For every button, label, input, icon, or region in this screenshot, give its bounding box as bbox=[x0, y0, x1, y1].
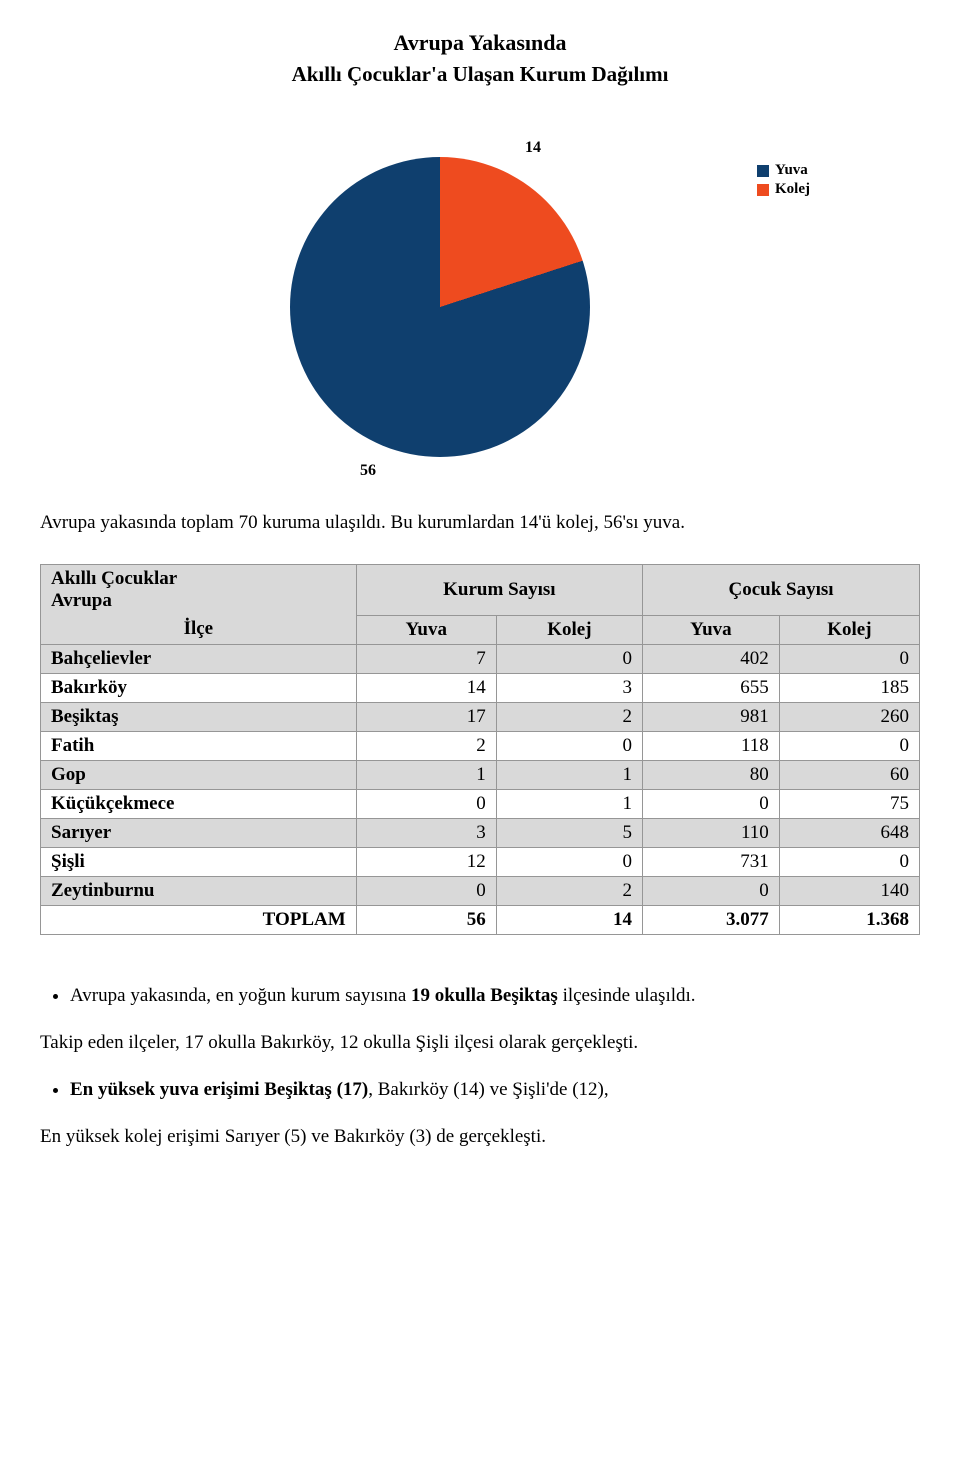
table-total-row: TOPLAM56143.0771.368 bbox=[41, 905, 920, 934]
cell-7-1: 0 bbox=[496, 847, 642, 876]
finding-1-bold: 19 okulla Beşiktaş bbox=[411, 985, 558, 1006]
cell-4-1: 1 bbox=[496, 760, 642, 789]
table-row: Bakırköy143655185 bbox=[41, 673, 920, 702]
cell-5-0: 0 bbox=[356, 789, 496, 818]
cell-6-3: 648 bbox=[779, 818, 919, 847]
findings-list: Avrupa yakasında, en yoğun kurum sayısın… bbox=[40, 985, 920, 1007]
col-group-cocuk: Çocuk Sayısı bbox=[643, 565, 920, 616]
findings-list-2: En yüksek yuva erişimi Beşiktaş (17), Ba… bbox=[40, 1079, 920, 1101]
cell-2-2: 981 bbox=[643, 702, 780, 731]
district-table: Akıllı ÇocuklarAvrupa Kurum SayısıÇocuk S… bbox=[40, 564, 920, 935]
total-cell-0: 56 bbox=[356, 905, 496, 934]
legend-label-yuva: Yuva bbox=[775, 162, 808, 179]
legend-item-yuva: Yuva bbox=[757, 162, 810, 179]
cell-5-1: 1 bbox=[496, 789, 642, 818]
cell-2-0: 17 bbox=[356, 702, 496, 731]
cell-0-2: 402 bbox=[643, 644, 780, 673]
cell-6-0: 3 bbox=[356, 818, 496, 847]
sub-header-0: Yuva bbox=[356, 615, 496, 644]
legend-swatch-kolej bbox=[757, 184, 769, 196]
row-name-8: Zeytinburnu bbox=[41, 876, 357, 905]
finding-2-follow: En yüksek kolej erişimi Sarıyer (5) ve B… bbox=[40, 1126, 920, 1148]
col-ilce: İlçe bbox=[41, 615, 357, 644]
cell-3-3: 0 bbox=[779, 731, 919, 760]
legend-label-kolej: Kolej bbox=[775, 181, 810, 198]
pie-chart-container: 14 56 Yuva Kolej bbox=[130, 107, 830, 487]
cell-5-2: 0 bbox=[643, 789, 780, 818]
finding-2-post: , Bakırköy (14) ve Şişli'de (12), bbox=[368, 1079, 608, 1100]
cell-1-2: 655 bbox=[643, 673, 780, 702]
cell-6-1: 5 bbox=[496, 818, 642, 847]
table-row: Zeytinburnu020140 bbox=[41, 876, 920, 905]
row-name-6: Sarıyer bbox=[41, 818, 357, 847]
total-label: TOPLAM bbox=[41, 905, 357, 934]
row-name-1: Bakırköy bbox=[41, 673, 357, 702]
cell-8-2: 0 bbox=[643, 876, 780, 905]
table-title-line1: Akıllı Çocuklar bbox=[51, 568, 346, 590]
total-cell-3: 1.368 bbox=[779, 905, 919, 934]
total-cell-2: 3.077 bbox=[643, 905, 780, 934]
cell-5-3: 75 bbox=[779, 789, 919, 818]
cell-7-0: 12 bbox=[356, 847, 496, 876]
row-name-5: Küçükçekmece bbox=[41, 789, 357, 818]
legend-item-kolej: Kolej bbox=[757, 181, 810, 198]
cell-3-1: 0 bbox=[496, 731, 642, 760]
sub-header-1: Kolej bbox=[496, 615, 642, 644]
row-name-3: Fatih bbox=[41, 731, 357, 760]
finding-1-pre: Avrupa yakasında, en yoğun kurum sayısın… bbox=[70, 985, 411, 1006]
table-row: Küçükçekmece01075 bbox=[41, 789, 920, 818]
table-row: Beşiktaş172981260 bbox=[41, 702, 920, 731]
sub-header-3: Kolej bbox=[779, 615, 919, 644]
row-name-2: Beşiktaş bbox=[41, 702, 357, 731]
cell-2-1: 2 bbox=[496, 702, 642, 731]
finding-1-post: ilçesinde ulaşıldı. bbox=[558, 985, 696, 1006]
cell-8-1: 2 bbox=[496, 876, 642, 905]
row-name-0: Bahçelievler bbox=[41, 644, 357, 673]
cell-7-2: 731 bbox=[643, 847, 780, 876]
table-row: Fatih201180 bbox=[41, 731, 920, 760]
row-name-4: Gop bbox=[41, 760, 357, 789]
finding-1-follow: Takip eden ilçeler, 17 okulla Bakırköy, … bbox=[40, 1032, 920, 1054]
table-row: Şişli1207310 bbox=[41, 847, 920, 876]
cell-3-2: 118 bbox=[643, 731, 780, 760]
finding-1: Avrupa yakasında, en yoğun kurum sayısın… bbox=[70, 985, 920, 1007]
cell-0-0: 7 bbox=[356, 644, 496, 673]
table-row: Sarıyer35110648 bbox=[41, 818, 920, 847]
pie-chart bbox=[290, 157, 590, 457]
col-group-kurum: Kurum Sayısı bbox=[356, 565, 642, 616]
total-cell-1: 14 bbox=[496, 905, 642, 934]
pie-slice-label-yuva: 56 bbox=[360, 462, 376, 480]
finding-2-bold: En yüksek yuva erişimi Beşiktaş (17) bbox=[70, 1079, 368, 1100]
cell-4-3: 60 bbox=[779, 760, 919, 789]
cell-1-1: 3 bbox=[496, 673, 642, 702]
finding-2: En yüksek yuva erişimi Beşiktaş (17), Ba… bbox=[70, 1079, 920, 1101]
pie-slice-label-kolej: 14 bbox=[525, 139, 541, 157]
cell-2-3: 260 bbox=[779, 702, 919, 731]
cell-4-0: 1 bbox=[356, 760, 496, 789]
cell-0-1: 0 bbox=[496, 644, 642, 673]
sub-header-2: Yuva bbox=[643, 615, 780, 644]
cell-6-2: 110 bbox=[643, 818, 780, 847]
cell-0-3: 0 bbox=[779, 644, 919, 673]
cell-8-3: 140 bbox=[779, 876, 919, 905]
cell-7-3: 0 bbox=[779, 847, 919, 876]
summary-note: Avrupa yakasında toplam 70 kuruma ulaşıl… bbox=[40, 512, 920, 534]
table-row: Gop118060 bbox=[41, 760, 920, 789]
page-subtitle: Akıllı Çocuklar'a Ulaşan Kurum Dağılımı bbox=[40, 62, 920, 87]
legend: Yuva Kolej bbox=[757, 162, 810, 200]
cell-1-3: 185 bbox=[779, 673, 919, 702]
cell-3-0: 2 bbox=[356, 731, 496, 760]
legend-swatch-yuva bbox=[757, 165, 769, 177]
page-title: Avrupa Yakasında bbox=[40, 30, 920, 56]
row-name-7: Şişli bbox=[41, 847, 357, 876]
cell-1-0: 14 bbox=[356, 673, 496, 702]
cell-4-2: 80 bbox=[643, 760, 780, 789]
cell-8-0: 0 bbox=[356, 876, 496, 905]
table-title-line2: Avrupa bbox=[51, 590, 346, 612]
table-row: Bahçelievler704020 bbox=[41, 644, 920, 673]
